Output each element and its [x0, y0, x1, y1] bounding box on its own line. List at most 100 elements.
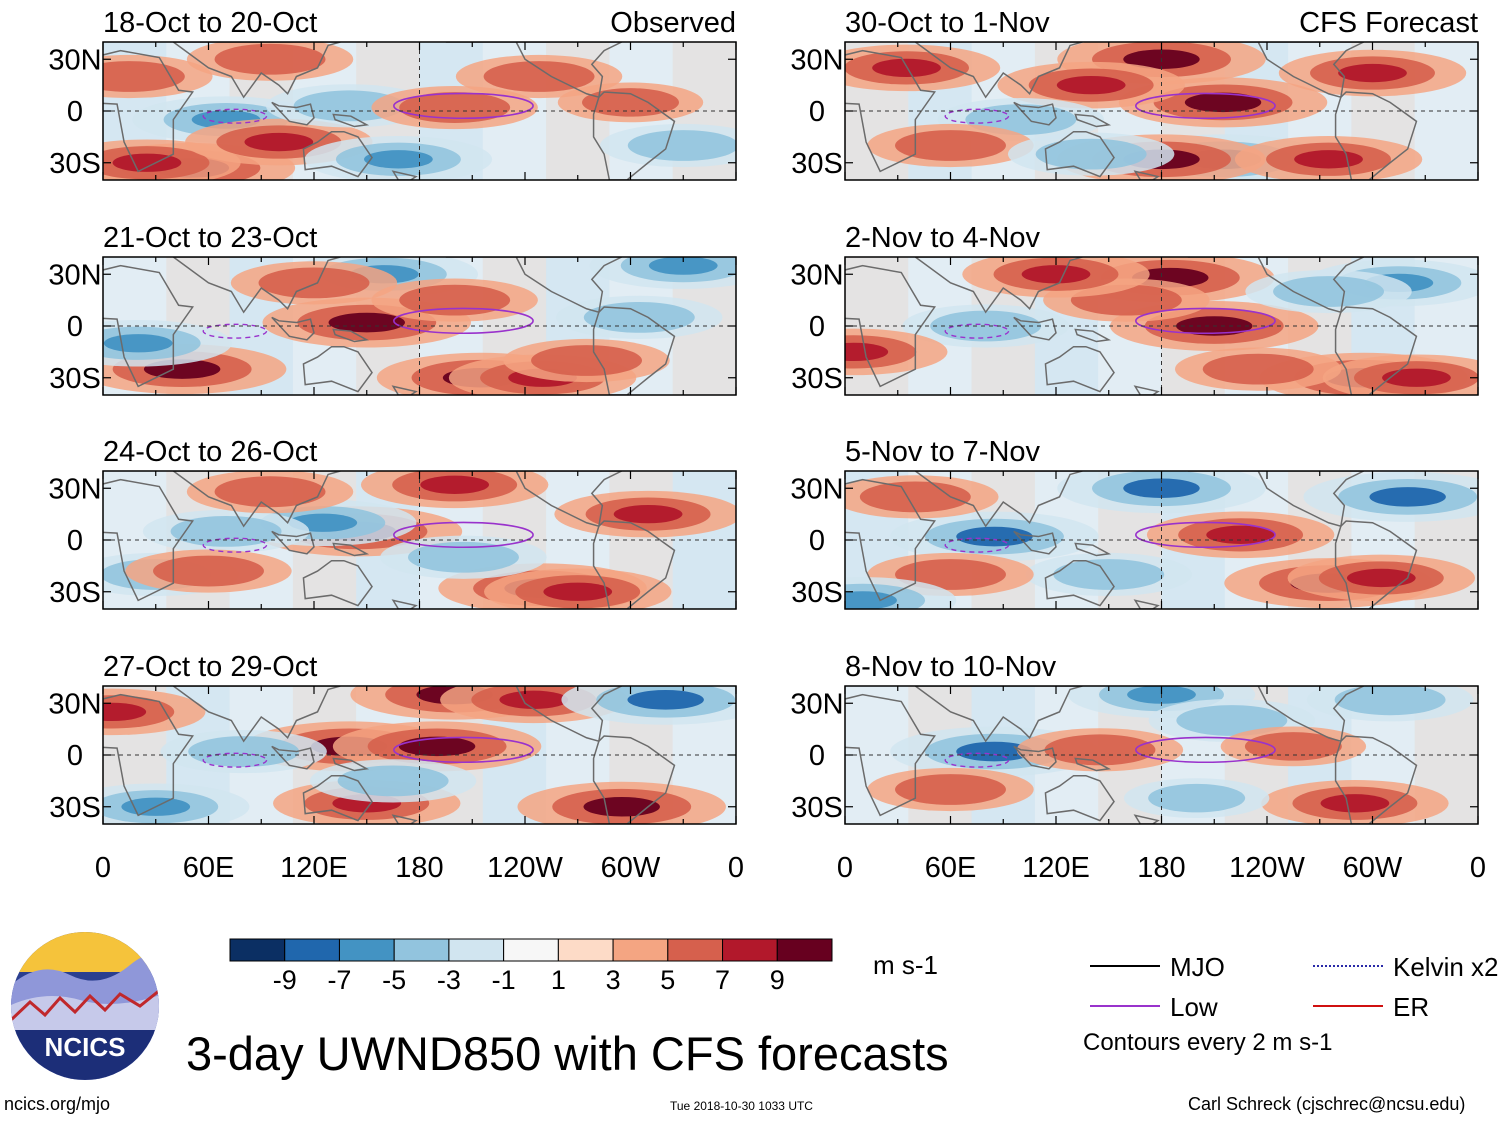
y-tick-label: 30S	[49, 577, 101, 609]
coastline	[914, 471, 1083, 528]
coastline	[1074, 113, 1112, 128]
coastline	[172, 471, 341, 528]
x-tick-label: 0	[95, 852, 111, 884]
anomaly-area	[1176, 705, 1288, 736]
x-tick-label: 120W	[487, 852, 563, 884]
low-contour	[393, 521, 534, 549]
coastline	[1074, 757, 1112, 772]
logo-text: NCICS	[45, 1032, 126, 1062]
coastline	[445, 686, 623, 743]
colorbar-tick-label: 3	[606, 965, 621, 995]
y-tick-label: 30S	[791, 148, 843, 180]
coastline	[1133, 814, 1160, 824]
colorbar-swatch	[612, 938, 669, 962]
panel-7: 30N 0 30S 27-Oct to 29-Oct 0 60E 120E 180 120W 60…	[48, 651, 744, 884]
anomaly-core	[499, 690, 569, 709]
legend-label: Kelvin x2	[1393, 952, 1499, 982]
coastline	[592, 306, 676, 395]
coastline	[845, 693, 937, 817]
x-tick-label: 120E	[1022, 852, 1090, 884]
contour-note: Contours every 2 m s-1	[1083, 1029, 1333, 1056]
y-tick-label: 0	[809, 740, 825, 772]
anomaly-area	[214, 43, 326, 75]
colorbar-swatch	[776, 938, 833, 962]
panel-2: 30N 0 30S 30-Oct to 1-Nov CFS Forecast	[790, 7, 1479, 181]
anomaly-core	[398, 736, 476, 757]
low-contour	[393, 307, 534, 335]
anomaly-area	[1053, 559, 1165, 590]
y-tick-label: 30N	[48, 688, 101, 720]
anomaly-field	[103, 42, 736, 180]
coastline	[172, 686, 341, 743]
colorbar-swatch	[284, 938, 340, 962]
coastline	[1044, 130, 1115, 178]
y-tick-label: 0	[809, 525, 825, 557]
y-tick-label: 30N	[790, 259, 843, 291]
x-tick-label: 60W	[1343, 852, 1403, 884]
coastline	[1074, 328, 1112, 343]
y-tick-label: 30S	[49, 363, 101, 395]
coastline	[1187, 686, 1365, 743]
coastline	[172, 257, 341, 314]
coastline	[1187, 257, 1365, 314]
coastline	[302, 774, 373, 822]
low-contour	[1135, 92, 1276, 120]
anomaly-core	[956, 526, 1033, 547]
coastline	[592, 520, 676, 609]
colorbar-swatch	[338, 938, 395, 962]
anomaly-area	[531, 345, 643, 376]
colorbar-tick-label: 1	[551, 965, 566, 995]
colorbar-tick-label: -3	[437, 965, 461, 995]
panel-8: 30N 0 30S 8-Nov to 10-Nov 0 60E 120E 180 120W 60W…	[790, 651, 1486, 884]
anomaly-field	[845, 686, 1478, 824]
panel-4: 30N 0 30S 2-Nov to 4-Nov	[790, 222, 1479, 396]
colorbar-swatch	[503, 938, 559, 962]
low-contour-dashed	[202, 537, 268, 553]
panel-period: 2-Nov to 4-Nov	[845, 222, 1041, 254]
low-contour	[1135, 521, 1276, 549]
anomaly-area	[1035, 138, 1147, 170]
anomaly-core	[1338, 63, 1407, 83]
anomaly-core	[1056, 75, 1126, 95]
y-tick-label: 30N	[790, 473, 843, 505]
anomaly-field	[845, 257, 1478, 395]
panel-5: 30N 0 30S 24-Oct to 26-Oct	[48, 436, 737, 610]
coastline	[302, 345, 373, 393]
anomaly-area	[337, 765, 449, 797]
coastline	[1044, 345, 1115, 393]
anomaly-core	[1346, 568, 1416, 588]
anomaly-area	[258, 267, 370, 299]
coastline	[1334, 520, 1418, 609]
x-tick-label: 180	[1137, 852, 1185, 884]
panel-label: Observed	[610, 7, 736, 39]
x-tick-label: 120W	[1229, 852, 1305, 884]
anomaly-area	[930, 310, 1042, 342]
anomaly-area	[582, 88, 679, 117]
coastline	[103, 49, 195, 173]
x-tick-label: 120E	[280, 852, 348, 884]
coastline	[1334, 735, 1418, 824]
anomaly-core	[244, 132, 314, 152]
x-tick-label: 60E	[925, 852, 977, 884]
anomaly-core	[613, 504, 683, 524]
x-tick-label: 180	[395, 852, 443, 884]
anomaly-area	[407, 541, 519, 573]
anomaly-core	[1021, 265, 1091, 284]
coastline	[1133, 599, 1160, 609]
anomaly-area	[895, 559, 1006, 590]
source-url[interactable]: ncics.org/mjo	[4, 1094, 111, 1114]
figure-title: 3-day UWND850 with CFS forecasts	[186, 1027, 949, 1080]
anomaly-area	[1273, 276, 1385, 307]
low-contour	[1135, 736, 1276, 764]
panel-period: 24-Oct to 26-Oct	[103, 436, 317, 468]
y-tick-label: 0	[67, 96, 83, 128]
colorbar-tick-label: -1	[492, 965, 516, 995]
coastline	[845, 478, 937, 602]
anomaly-core	[1382, 368, 1451, 387]
anomaly-field	[103, 471, 736, 609]
low-contour-dashed	[944, 537, 1010, 553]
logo-trendline	[11, 988, 159, 1022]
coastline	[172, 42, 341, 99]
anomaly-field	[845, 42, 1478, 180]
y-tick-label: 30S	[791, 792, 843, 824]
